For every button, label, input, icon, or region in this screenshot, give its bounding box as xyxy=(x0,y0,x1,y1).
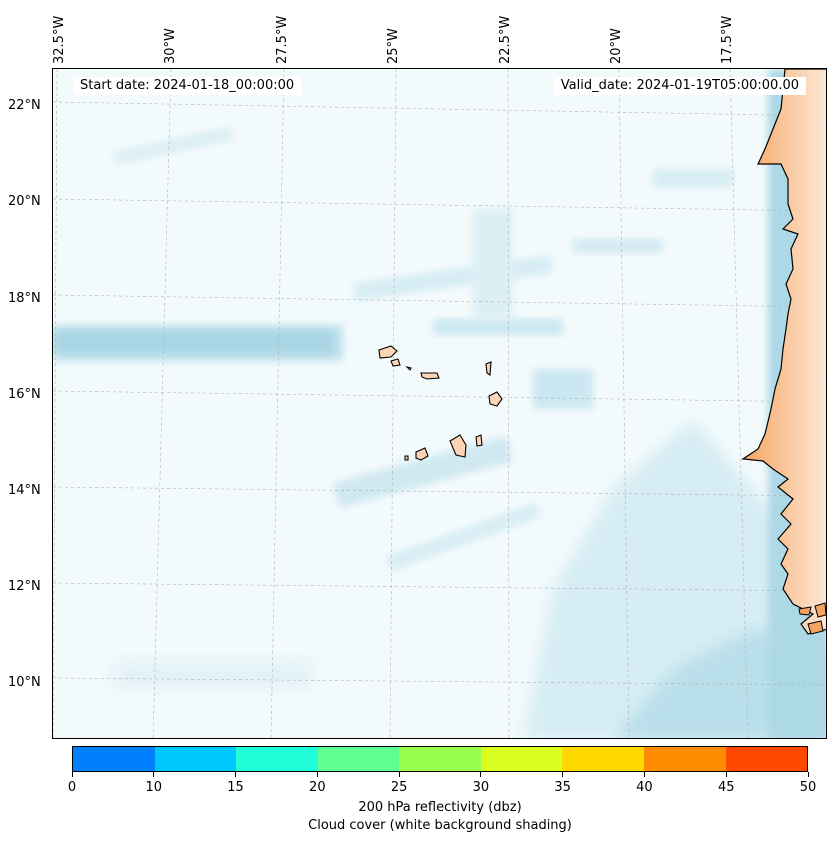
colorbar-tick-label: 35 xyxy=(554,780,571,795)
colorbar-segment-5 xyxy=(480,747,563,771)
colorbar-tick-label: 40 xyxy=(636,780,653,795)
valid-date-label: Valid_date: 2024-01-19T05:00:00.00 xyxy=(553,77,806,95)
lat-label-16n: 16°N xyxy=(8,387,41,402)
colorbar-tick xyxy=(643,772,645,777)
lat-label-10n: 10°N xyxy=(8,675,41,690)
cloud-cover-layer xyxy=(53,69,826,738)
cape-verde-islands xyxy=(378,345,503,461)
lat-label-22n: 22°N xyxy=(8,98,41,113)
colorbar-tick-label: 15 xyxy=(227,780,244,795)
graticule xyxy=(53,69,826,738)
map-canvas xyxy=(53,69,826,738)
colorbar-tick xyxy=(480,772,482,777)
map-panel[interactable]: Start date: 2024-01-18_00:00:00 Valid_da… xyxy=(52,68,827,739)
lon-label-27-5w: 27.5°W xyxy=(275,15,290,64)
colorbar-tick xyxy=(562,772,564,777)
colorbar-tick-label: 10 xyxy=(145,780,163,795)
lon-label-17-5w: 17.5°W xyxy=(720,15,735,64)
colorbar-tick-label: 25 xyxy=(390,780,408,795)
colorbar-tick-label: 0 xyxy=(67,780,77,795)
colorbar-tick-label: 50 xyxy=(799,780,817,795)
colorbar-tick xyxy=(725,772,727,777)
colorbar-segment-4 xyxy=(399,747,481,771)
africa-coast xyxy=(741,69,826,635)
colorbar-tick xyxy=(153,772,155,777)
lat-label-20n: 20°N xyxy=(8,194,41,209)
colorbar-tick xyxy=(71,772,73,777)
lat-label-18n: 18°N xyxy=(8,291,41,306)
reflectivity-colorbar xyxy=(72,746,808,772)
lat-label-14n: 14°N xyxy=(8,483,41,498)
lon-label-20w: 20°W xyxy=(609,28,624,64)
colorbar-segment-8 xyxy=(725,747,808,771)
colorbar-segment-0 xyxy=(73,747,155,771)
colorbar-segment-1 xyxy=(154,747,237,771)
colorbar-segment-2 xyxy=(236,747,318,771)
lon-label-30w: 30°W xyxy=(163,28,178,64)
lon-label-32-5w: 32.5°W xyxy=(52,15,67,64)
colorbar-tick-label: 45 xyxy=(717,780,735,795)
colorbar-segment-7 xyxy=(643,747,726,771)
lat-label-12n: 12°N xyxy=(8,579,41,594)
colorbar-segment-6 xyxy=(562,747,644,771)
colorbar-tick xyxy=(398,772,400,777)
colorbar-title: 200 hPa reflectivity (dbz) xyxy=(358,800,522,815)
colorbar-segment-3 xyxy=(317,747,400,771)
lon-label-25w: 25°W xyxy=(386,28,401,64)
colorbar-tick xyxy=(235,772,237,777)
colorbar-tick xyxy=(316,772,318,777)
colorbar-tick-label: 20 xyxy=(309,780,326,795)
lon-label-22-5w: 22.5°W xyxy=(498,15,513,64)
start-date-label: Start date: 2024-01-18_00:00:00 xyxy=(73,77,302,95)
colorbar-tick-label: 30 xyxy=(472,780,490,795)
colorbar-subtitle: Cloud cover (white background shading) xyxy=(308,818,572,833)
colorbar-tick xyxy=(807,772,809,777)
